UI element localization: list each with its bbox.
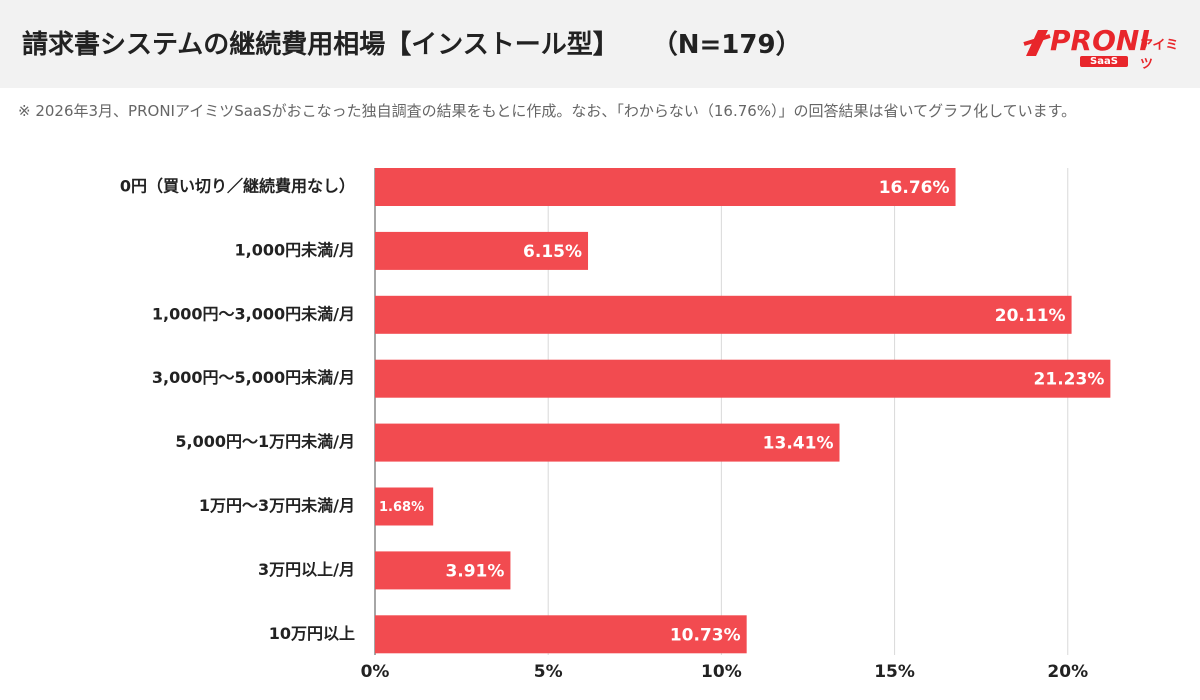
y-tick-label: 3,000円〜5,000円未満/月 — [152, 368, 355, 387]
value-label: 1.68% — [379, 500, 424, 515]
logo-icon — [1023, 30, 1051, 56]
logo-tag: SaaS — [1080, 56, 1128, 67]
note: ※ 2026年3月、PRONIアイミツSaaSがおこなった独自調査の結果をもとに… — [18, 102, 1077, 120]
y-tick-label: 1,000円〜3,000円未満/月 — [152, 304, 355, 323]
y-tick-label: 10万円以上 — [269, 624, 355, 643]
value-label: 13.41% — [763, 434, 834, 454]
logo-brand: PRONI — [1050, 24, 1150, 57]
y-tick-label: 3万円以上/月 — [258, 560, 355, 579]
value-label: 6.15% — [523, 242, 582, 262]
logo-sub: アイミツ — [1140, 38, 1179, 72]
logo: PRONI アイミツ SaaS — [1022, 22, 1182, 72]
chart-title: 請求書システムの継続費用相場【インストール型】 — [22, 30, 619, 60]
bar — [375, 423, 840, 462]
bar — [375, 231, 589, 270]
y-tick-label: 1万円〜3万円未満/月 — [199, 496, 355, 515]
value-label: 20.11% — [995, 306, 1066, 326]
bar — [375, 615, 747, 654]
value-label: 16.76% — [879, 178, 950, 198]
y-tick-label: 5,000円〜1万円未満/月 — [175, 432, 355, 451]
x-tick-label: 5% — [534, 662, 563, 682]
x-tick-label: 15% — [874, 662, 915, 682]
bar — [375, 359, 1111, 398]
bar — [375, 551, 511, 590]
y-tick-label: 1,000円未満/月 — [235, 240, 355, 259]
title-row: 請求書システムの継続費用相場【インストール型】 （N=179） — [22, 24, 802, 61]
x-tick-label: 20% — [1047, 662, 1088, 682]
header: 請求書システムの継続費用相場【インストール型】 （N=179） PRONI アイ… — [0, 0, 1200, 88]
y-tick-label: 0円（買い切り／継続費用なし） — [120, 177, 355, 196]
sample-size: （N=179） — [651, 30, 802, 60]
value-label: 10.73% — [670, 625, 741, 645]
bar — [375, 487, 434, 526]
bar — [375, 168, 956, 206]
value-label: 21.23% — [1034, 370, 1105, 390]
x-tick-label: 0% — [361, 662, 390, 682]
bar — [375, 295, 1072, 334]
value-label: 3.91% — [445, 561, 504, 581]
x-tick-label: 10% — [701, 662, 742, 682]
